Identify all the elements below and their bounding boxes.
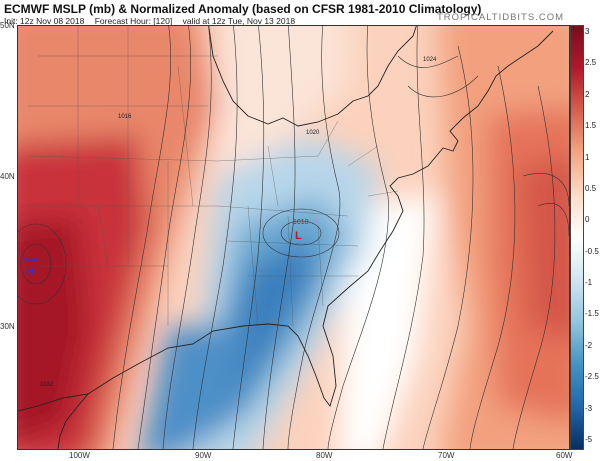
colorbar-tick-label: -1	[585, 278, 593, 288]
isobar-label: 1024	[423, 57, 437, 63]
colorbar-tick-label: -1.5	[585, 309, 599, 319]
lon-label: 80W	[316, 451, 333, 460]
weather-map: 1024 1016 1020 1032 1010 L 1044 H	[17, 25, 570, 450]
colorbar-tick-label: 3	[585, 27, 590, 36]
brand-watermark: TROPICALTIDBITS.COM	[436, 12, 564, 23]
anomaly-field	[18, 26, 569, 449]
colorbar-tick-label: -3	[585, 403, 593, 413]
lon-label: 100W	[69, 451, 90, 460]
colorbar-tick-label: -2.5	[585, 372, 599, 382]
colorbar-tick-label: -0.5	[585, 246, 599, 256]
colorbar-tick-label: 0.5	[585, 183, 597, 193]
state-boundaries	[27, 26, 399, 327]
colorbar-tick-label: -2	[585, 340, 593, 350]
isobars	[18, 26, 569, 449]
map-header: ECMWF MSLP (mb) & Normalized Anomaly (ba…	[4, 0, 482, 27]
valid-time: valid at 12z Tue, Nov 13 2018	[182, 16, 296, 26]
map-subtitle: Init: 12z Nov 08 2018 Forecast Hour: [12…	[4, 16, 464, 26]
high-pressure-value: 1044	[22, 257, 38, 264]
colorbar-tick-label: 2	[585, 89, 590, 99]
forecast-hour: Forecast Hour: [120]	[94, 16, 173, 26]
coastlines	[18, 26, 554, 449]
low-pressure-symbol: L	[295, 230, 302, 242]
isobar-label: 1016	[118, 114, 132, 120]
lon-label: 60W	[556, 451, 573, 460]
map-title: ECMWF MSLP (mb) & Normalized Anomaly (ba…	[4, 2, 482, 16]
colorbar-tick-label: 2.5	[585, 58, 597, 68]
lon-label: 90W	[195, 451, 212, 460]
lat-label: 30N	[0, 322, 15, 331]
isobar-label: 1020	[306, 130, 320, 136]
colorbar	[570, 25, 584, 450]
colorbar-tick-label: 1.5	[585, 121, 597, 131]
low-pressure-value: 1010	[293, 219, 309, 226]
high-pressure-symbol: H	[26, 266, 34, 278]
colorbar-tick-label: -5	[585, 435, 593, 444]
colorbar-tick-label: 0	[585, 215, 590, 225]
anomaly-map-svg: 1024 1016 1020 1032 1010 L 1044 H	[18, 26, 569, 449]
lat-label: 40N	[0, 172, 15, 181]
init-time: Init: 12z Nov 08 2018	[4, 16, 85, 26]
colorbar-tick-label: 1	[585, 152, 590, 162]
isobar-label: 1032	[40, 382, 54, 388]
lat-label: 50N	[0, 21, 15, 30]
lon-label: 70W	[438, 451, 455, 460]
